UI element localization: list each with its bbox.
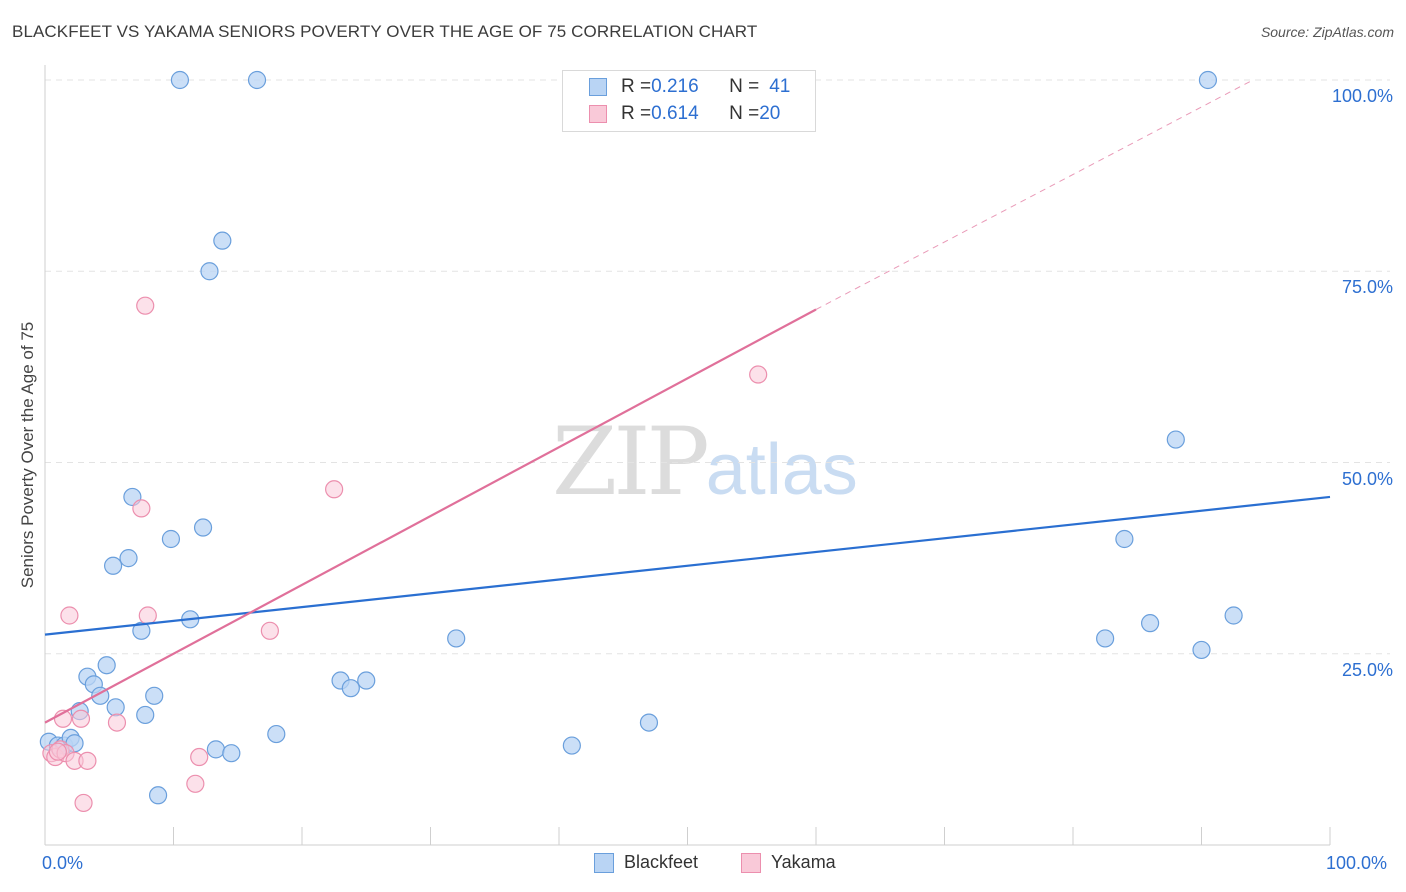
legend-swatch-yakama <box>589 105 607 123</box>
point-blackfeet <box>206 740 226 759</box>
point-blackfeet <box>247 70 267 90</box>
legend-swatch-blackfeet <box>589 78 607 96</box>
bottom-legend-label-yakama: Yakama <box>771 852 836 872</box>
source-label: Source: ZipAtlas.com <box>1260 24 1394 40</box>
point-blackfeet <box>1198 70 1218 90</box>
point-blackfeet <box>341 679 360 698</box>
y-axis-label: Seniors Poverty Over the Age of 75 <box>18 321 37 589</box>
trendline-extension-yakama <box>815 79 1254 310</box>
point-blackfeet <box>1115 529 1134 549</box>
point-blackfeet <box>161 529 181 549</box>
point-blackfeet <box>193 518 213 537</box>
point-yakama <box>71 709 91 728</box>
point-yakama <box>132 499 151 518</box>
trendline-yakama <box>44 308 817 724</box>
point-blackfeet <box>170 70 190 90</box>
y-tick-label: 25.0% <box>1341 659 1393 680</box>
point-blackfeet <box>447 629 466 648</box>
point-yakama <box>60 606 79 625</box>
watermark-atlas: atlas <box>705 430 858 510</box>
legend-n-label: N = <box>729 76 760 97</box>
point-blackfeet <box>97 656 116 675</box>
legend-n-value-blackfeet: 41 <box>769 76 791 97</box>
point-yakama <box>325 480 344 499</box>
point-blackfeet <box>148 786 168 805</box>
point-blackfeet <box>104 556 123 575</box>
point-yakama <box>749 365 768 384</box>
point-yakama <box>78 751 97 770</box>
y-tick-label: 75.0% <box>1341 277 1393 298</box>
point-yakama <box>190 747 209 767</box>
point-blackfeet <box>1166 430 1185 449</box>
point-yakama <box>74 793 93 813</box>
legend-r-value-blackfeet: 0.216 <box>651 76 699 97</box>
point-blackfeet <box>136 705 155 725</box>
trendline-blackfeet <box>44 495 1331 636</box>
point-blackfeet <box>200 262 219 281</box>
point-blackfeet <box>1224 606 1243 625</box>
point-blackfeet <box>1096 629 1115 648</box>
point-blackfeet <box>1192 640 1211 660</box>
point-blackfeet <box>357 671 376 690</box>
point-yakama <box>136 296 155 315</box>
legend-n-label: N = <box>729 103 760 124</box>
point-yakama <box>107 713 127 732</box>
bottom-legend-blackfeet: Blackfeet <box>594 852 698 873</box>
point-yakama <box>186 774 205 793</box>
legend-row-yakama: R = 0.614 N = 20 <box>589 101 780 127</box>
x-tick-max: 100.0% <box>1326 853 1388 873</box>
bottom-legend-swatch-blackfeet <box>594 852 614 873</box>
legend-n-value-yakama: 20 <box>759 103 781 124</box>
point-blackfeet <box>132 621 151 640</box>
bottom-legend-label-blackfeet: Blackfeet <box>624 852 699 872</box>
bottom-legend-swatch-yakama <box>741 852 761 873</box>
point-blackfeet <box>213 231 232 250</box>
point-blackfeet <box>106 698 125 717</box>
point-blackfeet <box>639 713 659 732</box>
legend-row-blackfeet: R = 0.216 N = 41 <box>589 74 790 100</box>
point-yakama <box>48 742 67 761</box>
legend-r-label: R = <box>621 76 652 97</box>
point-blackfeet <box>119 549 138 568</box>
y-tick-label: 100.0% <box>1331 86 1393 106</box>
point-blackfeet <box>222 744 241 763</box>
y-tick-label: 50.0% <box>1341 468 1393 489</box>
point-blackfeet <box>267 724 286 744</box>
point-yakama <box>260 621 279 640</box>
stats-legend: R = 0.216 N = 41 R = 0.614 N = 20 <box>562 70 816 132</box>
point-blackfeet <box>1140 614 1160 633</box>
point-blackfeet <box>145 686 164 705</box>
x-tick-min: 0.0% <box>42 853 84 873</box>
bottom-legend-yakama: Yakama <box>741 852 836 873</box>
point-blackfeet <box>562 736 581 755</box>
point-yakama <box>138 606 157 625</box>
chart-title: BLACKFEET VS YAKAMA SENIORS POVERTY OVER… <box>12 22 758 41</box>
legend-r-label: R = <box>621 103 652 124</box>
legend-r-value-yakama: 0.614 <box>651 103 699 124</box>
